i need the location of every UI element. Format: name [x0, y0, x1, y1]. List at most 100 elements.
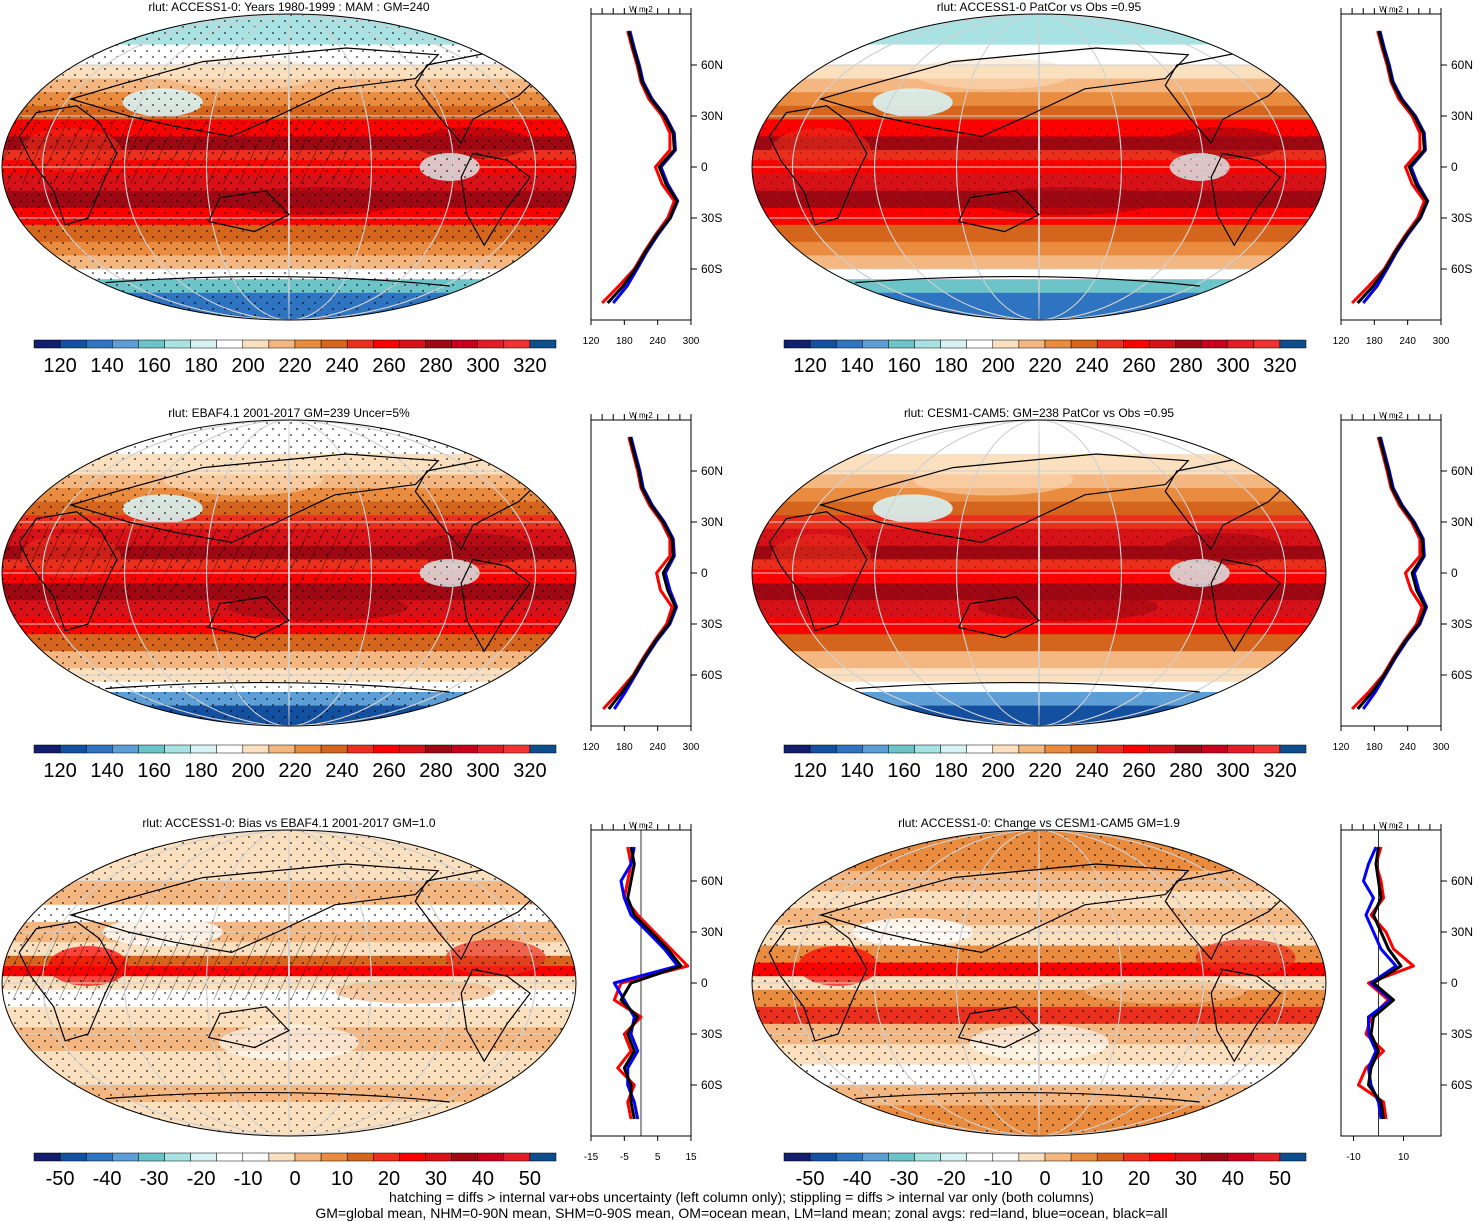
- colorbar-tick-label: 10: [331, 1168, 353, 1190]
- colorbar-tick-label: 30: [1175, 1168, 1197, 1190]
- colorbar-swatch: [1201, 339, 1228, 349]
- colorbar-swatch: [373, 1152, 400, 1162]
- zonal-line-all: [606, 30, 679, 305]
- coastline: [207, 596, 291, 639]
- zonal-line-ocean: [1362, 30, 1430, 304]
- colorbar-tick-label: 320: [513, 355, 546, 377]
- graticule-meridian: [206, 14, 372, 320]
- zonal-x-label: 300: [683, 742, 700, 753]
- colorbar-swatch: [1096, 339, 1124, 349]
- colorbar-swatch: [966, 339, 994, 349]
- colorbar-swatch: [992, 744, 1020, 754]
- colorbar-swatch: [85, 1152, 113, 1162]
- zonal-lat-label: 60S: [701, 262, 722, 276]
- colorbar-swatch: [399, 744, 426, 754]
- colorbar-swatch: [477, 339, 505, 349]
- panel-title: rlut: EBAF4.1 2001-2017 GM=239 Uncer=5%: [168, 406, 410, 420]
- zonal-frame: [1340, 13, 1442, 321]
- zonal-line-all: [1356, 30, 1429, 305]
- map-field: [2, 420, 576, 726]
- colorbar-swatch: [862, 1152, 889, 1162]
- map-border: [751, 419, 1327, 727]
- colorbar-swatch: [992, 1152, 1020, 1162]
- map-border: [1, 13, 577, 321]
- zonal-lat-label: 30N: [701, 109, 723, 123]
- zonal-x-label: 240: [649, 336, 666, 347]
- colorbar-tick-label: 120: [793, 355, 826, 377]
- zonal-lat-label: 30N: [1451, 925, 1473, 939]
- graticule-meridian: [1038, 420, 1040, 726]
- colorbar-swatch: [268, 339, 296, 349]
- colorbar-tick-label: 180: [184, 355, 217, 377]
- colorbar-swatch: [320, 1152, 348, 1162]
- graticule-meridian: [956, 830, 1122, 1136]
- panel-title: rlut: ACCESS1-0: Change vs CESM1-CAM5 GM…: [898, 816, 1180, 830]
- colorbar-swatch: [190, 744, 217, 754]
- colorbar-tick-label: 280: [1169, 760, 1202, 782]
- colorbar-tick-label: 180: [934, 760, 967, 782]
- colorbar-swatch: [809, 1152, 837, 1162]
- colorbar-swatch: [346, 744, 374, 754]
- zonal-lat-label: 30S: [1451, 211, 1472, 225]
- zonal-line-land: [612, 846, 690, 1120]
- colorbar-swatch: [1279, 744, 1307, 754]
- colorbar-swatch: [268, 744, 296, 754]
- coastline: [818, 47, 1190, 138]
- colorbar-swatch: [503, 1152, 531, 1162]
- hatching: [2, 119, 358, 184]
- colorbar-swatch: [33, 744, 61, 754]
- colorbar-swatch: [112, 1152, 139, 1162]
- coastline-antarctica: [855, 1091, 1200, 1103]
- panel-title: rlut: ACCESS1-0: Bias vs EBAF4.1 2001-20…: [142, 816, 435, 830]
- coastline: [818, 863, 1190, 954]
- colorbar-tick-label: 300: [1216, 355, 1249, 377]
- colorbar-swatch: [1070, 339, 1098, 349]
- colorbar-swatch: [940, 744, 967, 754]
- colorbar-tick-label: -10: [234, 1168, 263, 1190]
- colorbar-tick-label: -10: [984, 1168, 1013, 1190]
- zonal-x-label: 120: [583, 336, 600, 347]
- zonal-x-label: 180: [1366, 742, 1383, 753]
- graticule-meridian: [288, 830, 290, 1136]
- zonal-x-label: 240: [1399, 336, 1416, 347]
- colorbar-swatch: [1149, 339, 1176, 349]
- coastline: [18, 921, 118, 1042]
- colorbar-swatch: [888, 744, 915, 754]
- zonal-lat-label: 0: [701, 976, 708, 990]
- graticule-meridian: [206, 420, 372, 726]
- map-border: [751, 13, 1327, 321]
- map-field: [752, 830, 1326, 1136]
- zonal-lat-label: 30S: [701, 1027, 722, 1041]
- colorbar-swatch: [268, 1152, 296, 1162]
- colorbar-swatch: [1279, 339, 1307, 349]
- zonal-x-label: -5: [620, 1152, 629, 1163]
- zonal-lat-label: 60N: [701, 874, 723, 888]
- graticule-meridian: [42, 14, 536, 320]
- colorbar-swatch: [242, 1152, 270, 1162]
- colorbar-swatch: [425, 1152, 452, 1162]
- colorbar-tick-label: 180: [184, 760, 217, 782]
- zonal-lat-label: 0: [701, 566, 708, 580]
- zonal-units: W m-2: [1379, 5, 1403, 14]
- panel-title: rlut: ACCESS1-0: Years 1980-1999 : MAM :…: [148, 0, 429, 14]
- colorbar-swatch: [966, 1152, 994, 1162]
- colorbar-swatch: [862, 339, 889, 349]
- map-panel-5: rlut: ACCESS1-0: Bias vs EBAF4.1 2001-20…: [1, 816, 577, 1137]
- colorbar-swatch: [138, 744, 165, 754]
- zonal-lat-label: 30S: [1451, 1027, 1472, 1041]
- colorbar-tick-label: -50: [796, 1168, 825, 1190]
- zonal-x-label: 120: [1333, 742, 1350, 753]
- zonal-line-land: [1357, 846, 1415, 1120]
- zonal-lat-label: 30N: [1451, 109, 1473, 123]
- map-feature: [872, 494, 953, 523]
- zonal-x-label: 180: [616, 336, 633, 347]
- zonal-x-label: 120: [1333, 336, 1350, 347]
- colorbar-swatch: [862, 744, 889, 754]
- graticule-meridian: [792, 420, 1286, 726]
- zonal-lat-label: 60S: [1451, 1078, 1472, 1092]
- colorbar-swatch: [33, 339, 61, 349]
- colorbar-swatch: [1201, 744, 1228, 754]
- coastline: [18, 105, 118, 226]
- colorbar-swatch: [373, 339, 400, 349]
- colorbar-swatch: [138, 1152, 165, 1162]
